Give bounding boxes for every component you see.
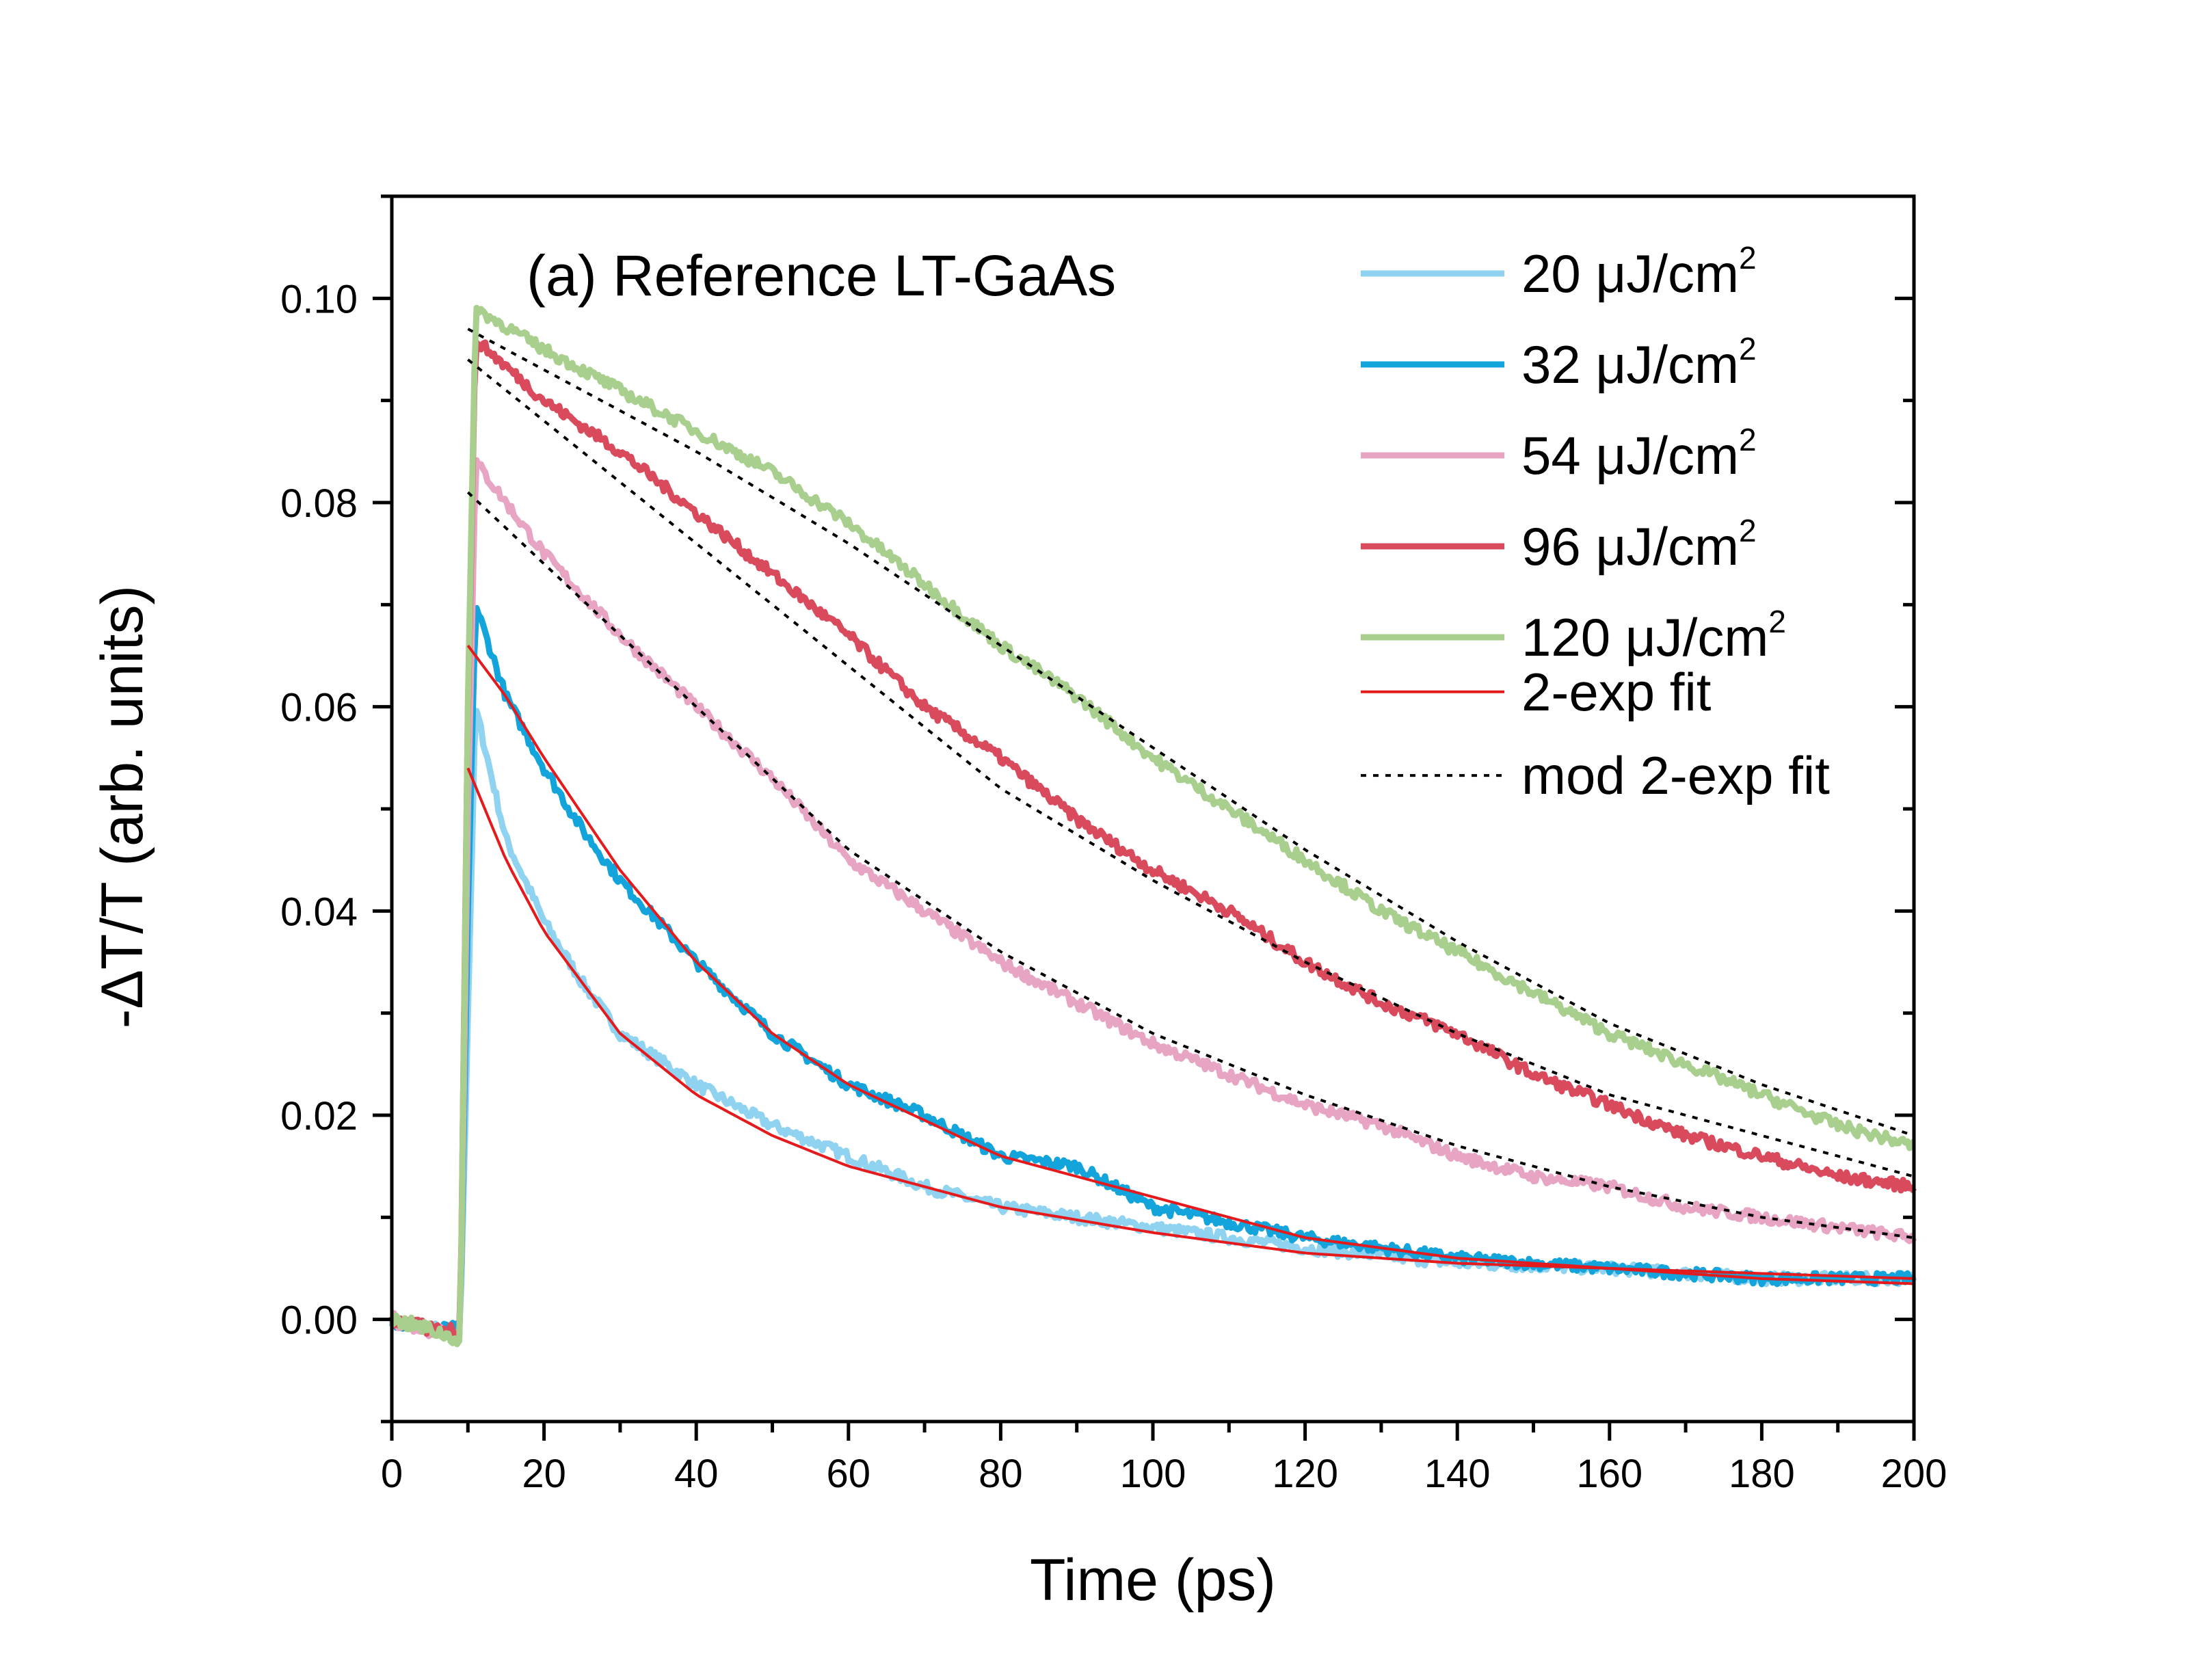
series-line-2 [388,457,1917,1339]
y-tick-label-4: 0.08 [280,481,358,526]
legend-label-2: 54 μJ/cm2 [1521,422,1757,485]
y-tick-label-0: 0.00 [280,1298,358,1343]
plot-series [388,304,1917,1348]
x-tick-label-5: 100 [1120,1452,1186,1496]
legend-label-0: 20 μJ/cm2 [1521,240,1757,304]
x-tick-label-8: 160 [1576,1452,1642,1496]
x-tick-label-9: 180 [1729,1452,1795,1496]
panel-title: (a) Reference LT-GaAs [527,243,1116,308]
series-line-4 [390,304,1916,1348]
x-tick-label-7: 140 [1424,1452,1491,1496]
x-tick-label-6: 120 [1272,1452,1338,1496]
legend-label-5: 2-exp fit [1521,662,1712,722]
legend-label-6: mod 2-exp fit [1521,745,1830,805]
y-axis-title: -ΔT/T (arb. units) [90,585,155,1028]
legend-label-4: 120 μJ/cm2 [1521,604,1786,667]
series-line-8 [467,358,1915,1178]
series-line-3 [388,339,1917,1339]
series-line-5 [466,767,1915,1280]
y-tick-label-5: 0.10 [280,277,358,321]
x-tick-label-4: 80 [979,1452,1023,1496]
legend-label-1: 32 μJ/cm2 [1521,331,1757,395]
x-axis: 0 20 40 60 80 100 120 140 160 180 200 [381,1422,1947,1496]
x-tick-label-10: 200 [1881,1452,1947,1496]
legend-label-3: 96 μJ/cm2 [1521,513,1757,576]
y-tick-label-2: 0.04 [280,890,358,934]
x-tick-label-1: 20 [522,1452,566,1496]
x-tick-label-3: 60 [827,1452,871,1496]
y-tick-label-1: 0.02 [280,1094,358,1138]
series-line-7 [466,491,1915,1240]
legend: 20 μJ/cm2 32 μJ/cm2 54 μJ/cm2 96 μJ/cm2 120 … [1361,240,1830,805]
x-axis-title: Time (ps) [1030,1547,1276,1613]
series-line-6 [466,644,1915,1285]
series-line-9 [467,328,1915,1137]
x-tick-label-2: 40 [674,1452,719,1496]
y-axis: 0.00 0.02 0.04 0.06 0.08 0.10 [280,194,1914,1424]
x-tick-label-0: 0 [381,1452,403,1496]
y-tick-label-3: 0.06 [280,686,358,730]
